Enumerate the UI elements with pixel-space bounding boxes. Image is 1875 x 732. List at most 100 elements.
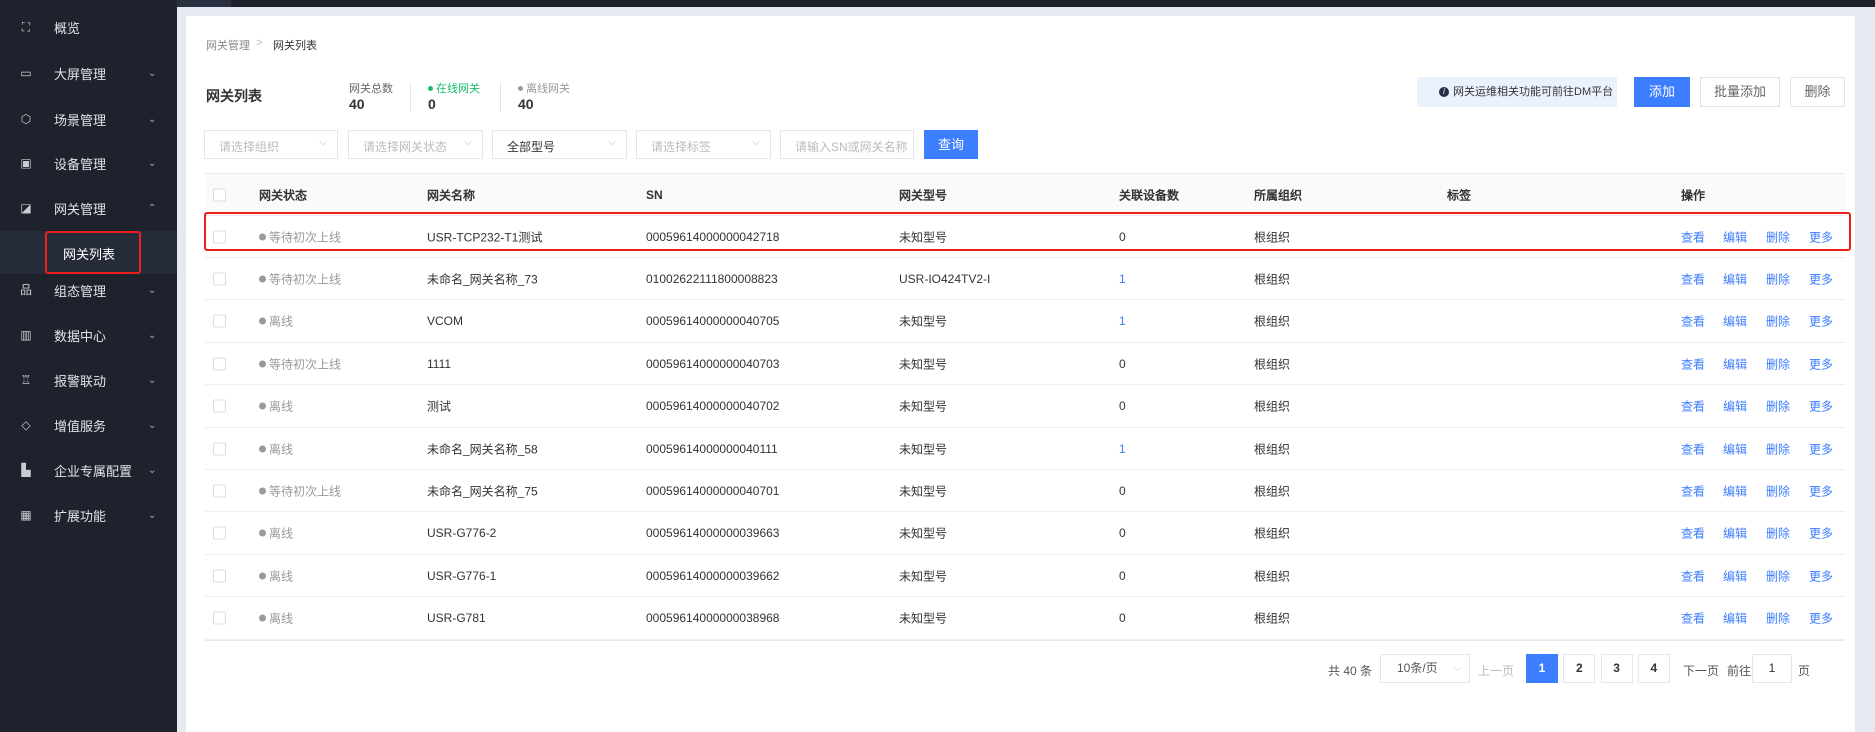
action-more-link[interactable]: 更多: [1809, 357, 1834, 372]
sidebar-subitem-gateway-list[interactable]: 网关列表: [0, 231, 177, 274]
table-row[interactable]: 等待初次上线 USR-TCP232-T1测试 0005961400000004271…: [205, 216, 1845, 258]
row-checkbox[interactable]: [213, 526, 226, 540]
status-select-placeholder: 请选择网关状态: [363, 140, 448, 154]
action-edit-link[interactable]: 编辑: [1723, 314, 1748, 329]
action-delete-link[interactable]: 删除: [1766, 357, 1791, 372]
action-edit-link[interactable]: 编辑: [1723, 484, 1748, 499]
sidebar-item-7[interactable]: ♖ 报警联动 ⌄: [0, 360, 177, 400]
action-view-link[interactable]: 查看: [1681, 442, 1706, 456]
action-edit-link[interactable]: 编辑: [1723, 611, 1748, 626]
action-delete-link[interactable]: 删除: [1766, 611, 1791, 626]
table-row[interactable]: 离线 USR-G776-2 00059614000000039663 未知型号 0 根组织…: [205, 513, 1845, 555]
org-select[interactable]: 请选择组织 ⌵: [204, 130, 338, 159]
next-page-button[interactable]: 下一页: [1683, 664, 1720, 678]
sidebar-item-1[interactable]: ▭ 大屏管理 ⌄: [0, 53, 177, 93]
table-row[interactable]: 离线 USR-G776-1 00059614000000039662 未知型号 0 根组织…: [205, 555, 1845, 598]
action-more-link[interactable]: 更多: [1809, 526, 1834, 541]
search-input[interactable]: 请输入SN或网关名称: [780, 130, 914, 159]
action-more-link[interactable]: 更多: [1809, 272, 1834, 287]
row-checkbox[interactable]: [213, 484, 226, 498]
add-button[interactable]: 添加: [1634, 77, 1690, 107]
tag-select[interactable]: 请选择标签 ⌵: [636, 130, 771, 159]
row-checkbox[interactable]: [213, 569, 226, 583]
page-size-select[interactable]: 10条/页 ⌵: [1380, 654, 1470, 683]
action-edit-link[interactable]: 编辑: [1723, 526, 1748, 541]
notice-banner: i 网关运维相关功能可前往DM平台: [1417, 77, 1617, 107]
action-view-link[interactable]: 查看: [1681, 357, 1706, 372]
sidebar-item-0[interactable]: ⛶ 概览: [0, 7, 177, 47]
diamond-icon: ◇: [21, 418, 31, 432]
breadcrumb-parent[interactable]: 网关管理: [206, 40, 250, 52]
action-delete-link[interactable]: 删除: [1766, 442, 1791, 456]
devices-cell[interactable]: 1: [1119, 441, 1126, 456]
row-checkbox[interactable]: [213, 230, 226, 243]
table-row[interactable]: 等待初次上线 1111 00059614000000040703 未知型号 0 根组织 查看…: [205, 343, 1845, 386]
sidebar-item-2[interactable]: ⬡ 场景管理 ⌄: [0, 99, 177, 139]
table-row[interactable]: 离线 测试 00059614000000040702 未知型号 0 根组织 查看 编辑 删除 更多: [205, 386, 1845, 428]
table-row[interactable]: 等待初次上线 未命名_网关名称_75 00059614000000040701 未知型…: [205, 470, 1845, 513]
action-view-link[interactable]: 查看: [1681, 569, 1706, 584]
action-delete-link[interactable]: 删除: [1766, 230, 1791, 244]
row-checkbox[interactable]: [213, 399, 226, 413]
row-checkbox[interactable]: [213, 314, 226, 328]
action-delete-link[interactable]: 删除: [1766, 399, 1791, 414]
page-button-3[interactable]: 3: [1600, 654, 1633, 683]
action-view-link[interactable]: 查看: [1681, 272, 1706, 287]
name-cell: 未命名_网关名称_73: [427, 272, 538, 287]
action-delete-link[interactable]: 删除: [1766, 569, 1791, 584]
sidebar-item-4[interactable]: ◪ 网关管理 ⌃: [0, 188, 177, 228]
table-row[interactable]: 离线 USR-G781 00059614000000038968 未知型号 0 根组织 查看…: [205, 598, 1845, 640]
model-select[interactable]: 全部型号 ⌵: [492, 130, 627, 159]
model-cell: 未知型号: [899, 442, 948, 456]
action-more-link[interactable]: 更多: [1809, 611, 1834, 626]
action-more-link[interactable]: 更多: [1809, 442, 1834, 456]
sidebar-item-8[interactable]: ◇ 增值服务 ⌄: [0, 405, 177, 445]
action-view-link[interactable]: 查看: [1681, 526, 1706, 541]
action-delete-link[interactable]: 删除: [1766, 526, 1791, 541]
page-button-2[interactable]: 2: [1563, 654, 1596, 683]
action-view-link[interactable]: 查看: [1681, 314, 1706, 329]
action-more-link[interactable]: 更多: [1809, 230, 1834, 244]
action-more-link[interactable]: 更多: [1809, 569, 1834, 584]
action-edit-link[interactable]: 编辑: [1723, 230, 1748, 244]
batch-add-button[interactable]: 批量添加: [1700, 77, 1780, 107]
table-row[interactable]: 等待初次上线 未命名_网关名称_73 01002622111800008823 USR…: [205, 258, 1845, 301]
action-edit-link[interactable]: 编辑: [1723, 569, 1748, 584]
action-view-link[interactable]: 查看: [1681, 484, 1706, 499]
row-checkbox[interactable]: [213, 442, 226, 455]
devices-cell[interactable]: 1: [1119, 314, 1126, 329]
prev-page-button[interactable]: 上一页: [1478, 664, 1515, 678]
row-checkbox[interactable]: [213, 611, 226, 625]
query-button[interactable]: 查询: [924, 130, 978, 159]
action-delete-link[interactable]: 删除: [1766, 314, 1791, 329]
row-checkbox[interactable]: [213, 357, 226, 371]
scrollbar[interactable]: [1862, 16, 1875, 732]
status-select[interactable]: 请选择网关状态 ⌵: [348, 130, 483, 159]
table-row[interactable]: 离线 VCOM 00059614000000040705 未知型号 1 根组织 查看 编辑 删除…: [205, 301, 1845, 343]
action-delete-link[interactable]: 删除: [1766, 272, 1791, 287]
action-view-link[interactable]: 查看: [1681, 230, 1706, 244]
page-button-1[interactable]: 1: [1526, 654, 1558, 683]
goto-page-input[interactable]: 1: [1752, 654, 1792, 683]
sidebar-item-9[interactable]: ▙ 企业专属配置 ⌄: [0, 450, 177, 490]
action-more-link[interactable]: 更多: [1809, 314, 1834, 329]
action-edit-link[interactable]: 编辑: [1723, 272, 1748, 287]
action-edit-link[interactable]: 编辑: [1723, 442, 1748, 456]
sidebar-item-10[interactable]: ▦ 扩展功能 ⌄: [0, 495, 177, 535]
row-checkbox[interactable]: [213, 272, 226, 286]
page-button-4[interactable]: 4: [1637, 654, 1670, 683]
table-row[interactable]: 离线 未命名_网关名称_58 00059614000000040111 未知型号 1 根组…: [205, 428, 1845, 470]
delete-button[interactable]: 删除: [1790, 77, 1845, 107]
action-edit-link[interactable]: 编辑: [1723, 357, 1748, 372]
action-view-link[interactable]: 查看: [1681, 611, 1706, 626]
sidebar-item-3[interactable]: ▣ 设备管理 ⌄: [0, 143, 177, 183]
action-edit-link[interactable]: 编辑: [1723, 399, 1748, 414]
sidebar-item-6[interactable]: ▥ 数据中心 ⌄: [0, 315, 177, 355]
action-more-link[interactable]: 更多: [1809, 484, 1834, 499]
devices-cell[interactable]: 1: [1119, 271, 1126, 286]
action-view-link[interactable]: 查看: [1681, 399, 1706, 414]
select-all-checkbox[interactable]: [213, 188, 226, 201]
action-more-link[interactable]: 更多: [1809, 399, 1834, 414]
sidebar-item-5[interactable]: 品 组态管理 ⌄: [0, 270, 177, 310]
action-delete-link[interactable]: 删除: [1766, 484, 1791, 499]
